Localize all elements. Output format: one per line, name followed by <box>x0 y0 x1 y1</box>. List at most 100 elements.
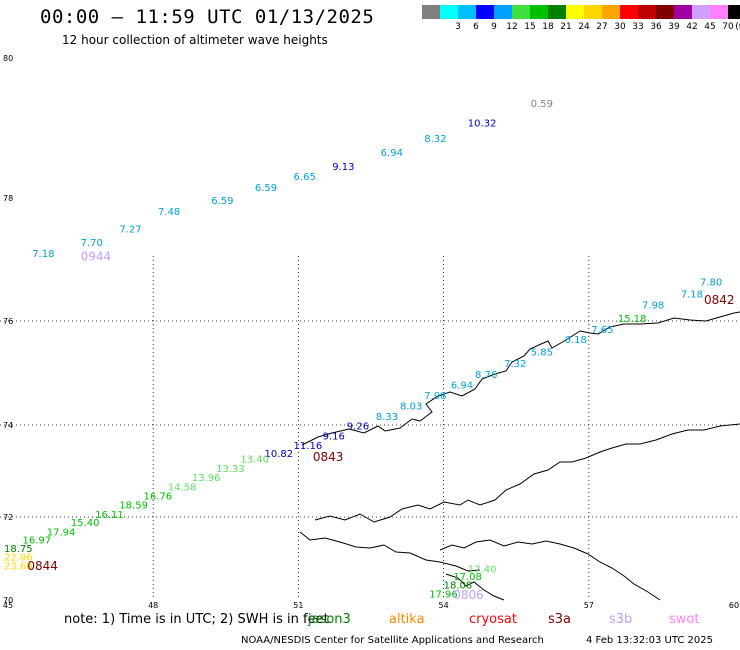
pass-time-label: 0843 <box>313 450 344 464</box>
wave-height-label: 7.18 <box>681 290 703 301</box>
legend-swatch <box>656 5 674 19</box>
wave-height-label: 8.76 <box>475 370 497 381</box>
wave-height-label: 7.65 <box>591 325 613 336</box>
pass-time-label: 0944 <box>81 250 112 264</box>
legend-label: 21 <box>560 22 572 32</box>
pass-time-label: 0806 <box>453 588 484 602</box>
satellite-label: altika <box>389 612 425 627</box>
wave-height-label: 7.98 <box>642 301 664 312</box>
legend-label: 42 <box>686 22 698 32</box>
legend-swatch <box>602 5 620 19</box>
wave-height-label: 9.26 <box>347 422 369 433</box>
satellite-label: cryosat <box>469 612 517 627</box>
legend-label: 30 <box>614 22 626 32</box>
wave-height-label: 7.18 <box>32 249 54 260</box>
satellite-label: jason3 <box>308 612 351 627</box>
legend-label: 24 <box>578 22 590 32</box>
wave-height-label: 6.18 <box>565 335 587 346</box>
satellite-label: s3b <box>609 612 633 627</box>
wave-height-label: 7.48 <box>158 207 180 218</box>
wave-height-label: 15.18 <box>618 314 647 325</box>
wave-height-label: 8.32 <box>424 134 446 145</box>
wave-height-label: 16.97 <box>23 536 52 547</box>
lat-tick-label: 80 <box>3 54 13 63</box>
lat-tick-label: 72 <box>3 513 13 522</box>
lat-tick-label: 74 <box>3 421 13 430</box>
lon-tick-label: 51 <box>293 601 303 610</box>
credit-line: NOAA/NESDIS Center for Satellite Applica… <box>241 635 544 646</box>
wave-height-label: 7.27 <box>119 224 141 235</box>
legend-label: 33 <box>632 22 644 32</box>
novaya-zemlya-coast-south <box>314 423 740 523</box>
wave-height-label: 0.59 <box>531 99 553 110</box>
wave-height-label: 15.40 <box>71 518 100 529</box>
legend-swatch <box>620 5 638 19</box>
wave-height-label: 13.33 <box>216 464 245 475</box>
southern-coast-east <box>439 539 661 601</box>
map-title: 00:00 – 11:59 UTC 01/13/2025 <box>40 6 375 28</box>
wave-height-label: 13.40 <box>240 455 269 466</box>
wave-height-label: 18.59 <box>119 501 148 512</box>
wave-height-label: 7.32 <box>504 359 526 370</box>
wave-height-label: 16.11 <box>95 510 124 521</box>
legend-label: 45 <box>704 22 716 32</box>
generated-timestamp: 4 Feb 13:32:03 UTC 2025 <box>586 635 713 646</box>
legend-swatch <box>530 5 548 19</box>
wave-height-label: 10.32 <box>468 119 497 130</box>
legend-swatch <box>440 5 458 19</box>
wave-height-label: 6.94 <box>381 148 403 159</box>
wave-height-label: 18.08 <box>444 580 473 591</box>
lat-tick-label: 70 <box>3 596 13 605</box>
novaya-zemlya-coast <box>301 311 740 446</box>
wave-height-label: 17.96 <box>429 590 458 601</box>
pass-time-label: 0844 <box>27 559 58 573</box>
legend-label: 15 <box>524 22 536 32</box>
wave-height-label: 9.13 <box>332 162 354 173</box>
satellite-label: swot <box>669 612 700 627</box>
pass-time-label: 0842 <box>704 293 735 307</box>
wave-height-label: 13.96 <box>192 473 221 484</box>
wave-height-label: 8.03 <box>400 401 422 412</box>
legend-swatch <box>638 5 656 19</box>
legend-label: 27 <box>596 22 608 32</box>
wave-height-label: 17.94 <box>47 527 76 538</box>
lon-tick-label: 48 <box>148 601 158 610</box>
legend-swatch <box>710 5 728 19</box>
lon-tick-label: 54 <box>439 601 449 610</box>
legend-label: 9 <box>491 22 497 32</box>
legend-label: 70 <box>722 22 734 32</box>
wave-height-label: 22.96 <box>4 553 33 564</box>
wave-height-label: 6.59 <box>255 183 277 194</box>
legend-swatch <box>512 5 530 19</box>
map-subtitle: 12 hour collection of altimeter wave hei… <box>62 33 328 47</box>
vaygach-coast <box>445 573 505 601</box>
lat-tick-label: 76 <box>3 317 13 326</box>
southern-coast-west <box>299 531 481 572</box>
legend-swatch <box>566 5 584 19</box>
legend-swatch <box>476 5 494 19</box>
legend-swatch <box>494 5 512 19</box>
wave-height-label: 6.59 <box>211 196 233 207</box>
wave-height-labels: 7.18 7.70 7.27 7.48 6.59 6.59 6.65 9.13 6.94 8.32… <box>4 99 722 601</box>
legend-label: 18 <box>542 22 554 32</box>
wave-height-label: 6.65 <box>294 172 316 183</box>
legend-label: 3 <box>455 22 461 32</box>
legend-swatch <box>692 5 710 19</box>
footnote: note: 1) Time is in UTC; 2) SWH is in fe… <box>64 612 329 627</box>
wave-height-label: 10.82 <box>265 449 294 460</box>
wave-height-label: 6.94 <box>451 381 473 392</box>
legend-swatch <box>674 5 692 19</box>
legend-label: 36 <box>650 22 662 32</box>
coastline <box>299 311 740 601</box>
wave-height-label: 8.33 <box>376 412 398 423</box>
wave-height-label: 9.16 <box>323 432 345 443</box>
wave-height-label: 18.75 <box>4 544 33 555</box>
legend-swatch <box>422 5 440 19</box>
legend-swatch <box>584 5 602 19</box>
legend-swatch <box>548 5 566 19</box>
satellite-label: s3a <box>548 612 572 627</box>
wave-height-label: 14.58 <box>168 482 197 493</box>
legend-swatch <box>728 5 740 19</box>
axis-labels: 70 72 74 76 78 80 45 48 51 54 57 60 <box>3 54 739 610</box>
